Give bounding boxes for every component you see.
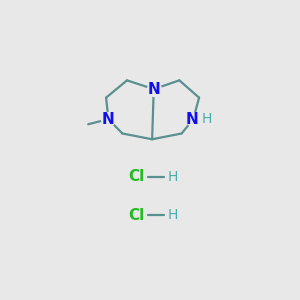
Text: N: N: [186, 112, 199, 127]
Text: Cl: Cl: [128, 169, 144, 184]
Text: H: H: [167, 208, 178, 222]
Text: H: H: [167, 170, 178, 184]
Text: H: H: [202, 112, 212, 126]
Text: Cl: Cl: [128, 208, 144, 223]
Text: N: N: [147, 82, 160, 97]
Text: N: N: [102, 112, 115, 127]
